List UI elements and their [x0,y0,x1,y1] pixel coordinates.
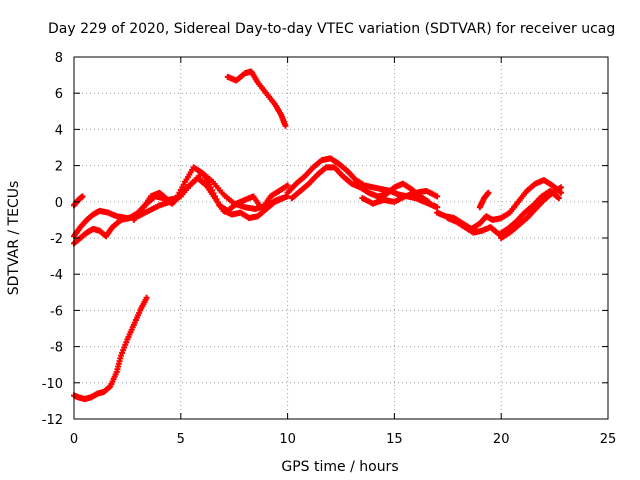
data-point [143,294,150,301]
data-point [284,182,291,189]
data-point [207,184,214,191]
series-s3 [71,193,86,209]
y-tick-label: 4 [55,123,63,138]
series-s1 [71,294,150,403]
grid-lines [74,57,608,419]
series-s13 [498,184,565,241]
data-point [434,193,441,200]
y-tick-label: -8 [50,341,63,356]
data-point [280,195,287,202]
series-s2 [224,68,289,129]
data-point [485,189,492,196]
data-point [211,193,218,200]
data-point [434,204,441,211]
chart-title: Day 229 of 2020, Sidereal Day-to-day VTE… [48,21,615,37]
x-tick-label: 0 [70,432,78,447]
data-point [555,195,562,202]
y-tick-label: 0 [55,196,63,211]
x-axis-label: GPS time / hours [281,459,398,475]
data-point [214,199,221,206]
axis-ticks: 0 5 10 15 20 25 -12 -10 -8 -6 -4 -2 0 2 4 6 8 [42,51,617,447]
y-tick-label: -2 [50,232,63,247]
y-tick-label: 2 [55,160,63,175]
data-point [210,190,217,197]
x-tick-label: 25 [600,432,617,447]
data-point [558,189,565,196]
x-tick-label: 20 [493,432,510,447]
data-point [209,187,216,194]
y-tick-label: -10 [42,377,63,392]
data-point [213,196,220,203]
y-tick-label: 6 [55,87,63,102]
y-axis-label: SDTVAR / TECUs [6,181,22,296]
data-point [79,193,86,200]
y-tick-label: -4 [50,268,63,283]
data-point [425,198,432,205]
data-point [558,184,565,191]
x-tick-label: 15 [386,432,403,447]
plot-area [71,68,565,403]
x-tick-label: 10 [279,432,296,447]
series-s10 [434,177,565,232]
y-tick-label: -12 [42,413,63,428]
x-tick-label: 5 [177,432,185,447]
y-tick-label: 8 [55,51,63,66]
series-s8 [288,164,432,205]
series-s6 [130,164,291,223]
data-point [282,122,289,129]
series-s9 [359,187,441,207]
series-s12 [476,189,492,211]
series-s11 [444,187,562,238]
y-tick-label: -6 [50,304,63,319]
